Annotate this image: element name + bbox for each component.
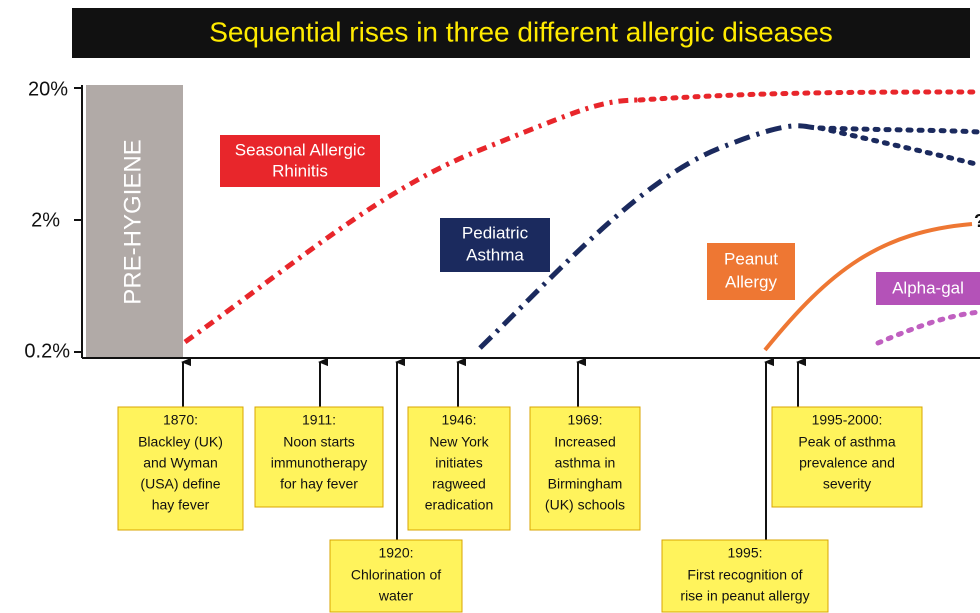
event-text: initiates <box>435 455 482 471</box>
event: 1995-2000: Peak of asthma prevalence and se… <box>771 362 923 508</box>
event-year: 1995: <box>727 545 762 561</box>
asthma-curve <box>478 123 821 350</box>
event-text: New York <box>429 434 489 450</box>
event-text: asthma in <box>555 455 616 471</box>
event: 1969: Increased asthma in Birmingham (UK) sc… <box>529 362 641 531</box>
event-box <box>529 406 641 531</box>
event-text: hay fever <box>152 497 210 513</box>
asthma-branch <box>817 125 980 135</box>
pre-hygiene-band <box>86 85 183 358</box>
band-label: PRE-HYGIENE <box>119 139 146 304</box>
y-tick-label: 20% <box>28 78 68 100</box>
events: 1870: Blackley (UK) and Wyman (USA) define h… <box>117 362 923 613</box>
peanut-curve <box>763 222 973 352</box>
y-tick-label: 2% <box>31 209 60 231</box>
title: Sequential rises in three different alle… <box>209 16 833 47</box>
event-text: severity <box>823 476 871 492</box>
event-text: water <box>378 588 414 604</box>
event: 1870: Blackley (UK) and Wyman (USA) define h… <box>117 362 244 531</box>
event-text: (USA) define <box>140 476 220 492</box>
event-text: Blackley (UK) <box>138 434 223 450</box>
event-year: 1995-2000: <box>812 412 883 428</box>
event-text: and Wyman <box>143 455 218 471</box>
curve-label: Seasonal Allergic <box>235 140 366 159</box>
event: 1911: Noon starts immunotherapy for hay fev… <box>254 362 384 508</box>
event-year: 1946: <box>441 412 476 428</box>
event-box <box>254 406 384 508</box>
event-text: Chlorination of <box>351 567 441 583</box>
event-text: Peak of asthma <box>798 434 895 450</box>
curve-label: Peanut <box>724 249 778 268</box>
y-ticks: 20% 2% 0.2% <box>24 78 82 362</box>
event-text: First recognition of <box>687 567 802 583</box>
event-text: Increased <box>554 434 615 450</box>
curve-label: Asthma <box>466 245 524 264</box>
curve-label: Allergy <box>725 272 777 291</box>
event-box <box>771 406 923 508</box>
event-box <box>117 406 244 531</box>
event: 1995: First recognition of rise in peanut … <box>661 362 829 613</box>
y-tick-label: 0.2% <box>24 340 70 362</box>
event-text: Noon starts <box>283 434 355 450</box>
event-text: (UK) schools <box>545 497 625 513</box>
event-text: for hay fever <box>280 476 358 492</box>
event-text: Birmingham <box>548 476 623 492</box>
event-box <box>407 406 511 531</box>
rhinitis-label-box <box>220 135 380 187</box>
peanut-label-box <box>707 243 795 300</box>
rhinitis-curve <box>183 97 641 345</box>
event: 1946: New York initiates ragweed eradication <box>407 362 511 531</box>
event-text: eradication <box>425 497 494 513</box>
event-text: ragweed <box>432 476 486 492</box>
alphagal-label-box <box>876 272 980 305</box>
event-year: 1911: <box>302 412 336 428</box>
title-bar <box>72 8 970 58</box>
asthma-label-box <box>440 218 550 272</box>
rhinitis-curve-future <box>637 89 980 103</box>
question-mark: ? <box>974 211 980 231</box>
event-year: 1920: <box>378 545 413 561</box>
event-year: 1870: <box>163 412 198 428</box>
curve-label: Rhinitis <box>272 161 328 180</box>
event-box <box>329 539 463 613</box>
event: 1920: Chlorination of water <box>329 362 463 613</box>
event-box <box>661 539 829 613</box>
event-text: prevalence and <box>799 455 895 471</box>
curve-label: Alpha-gal <box>892 278 964 297</box>
alphagal-curve <box>875 309 980 346</box>
curve-label: Pediatric <box>462 223 529 242</box>
event-text: immunotherapy <box>271 455 368 471</box>
event-year: 1969: <box>567 412 602 428</box>
asthma-branch <box>817 125 980 168</box>
event-text: rise in peanut allergy <box>680 588 809 604</box>
